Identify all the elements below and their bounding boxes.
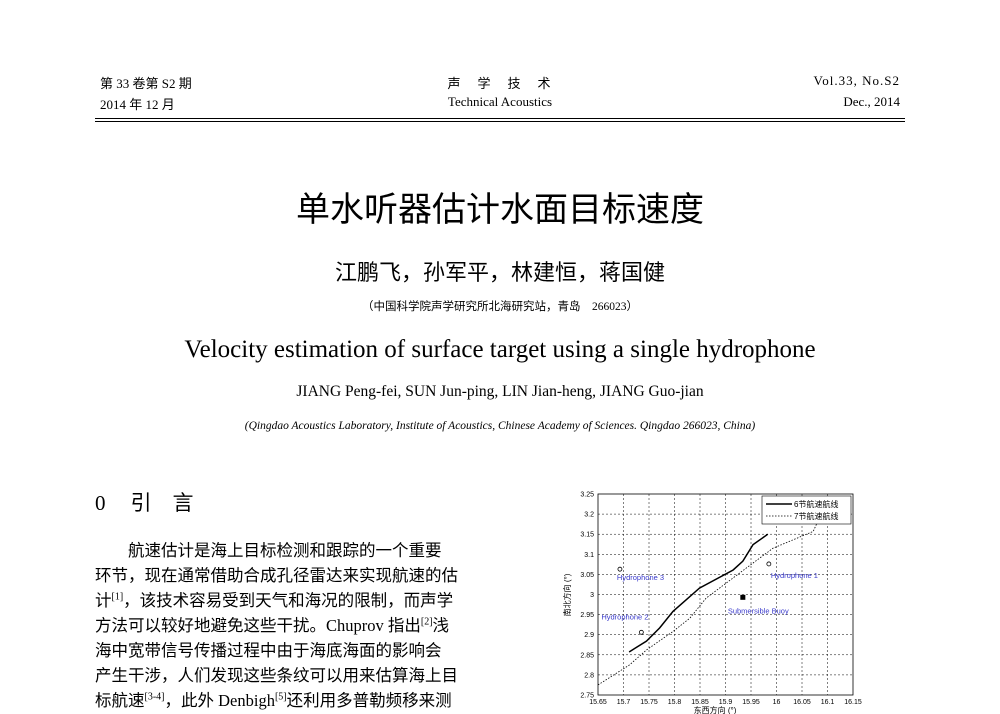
trajectory-chart: 15.65 15.7 15.75 15.8 15.85 15.9 15.95 16 16.05 1… <box>562 492 862 714</box>
title-en: Velocity estimation of surface target us… <box>184 336 816 363</box>
journal-name-cn: 声 学 技 术 <box>447 76 553 91</box>
x-tick-label: 16.05 <box>793 699 811 706</box>
point-label: Submersible Buoy <box>728 606 789 615</box>
hydrophone-marker <box>766 561 772 567</box>
authors-en: JIANG Peng-fei, SUN Jun-ping, LIN Jian-h… <box>296 383 704 400</box>
legend-label: 6节航速航线 <box>794 499 838 509</box>
header-rule-thin <box>95 121 905 122</box>
x-tick-label: 15.95 <box>742 699 760 706</box>
y-tick-label: 3.25 <box>580 492 594 499</box>
authors-cn: 江鹏飞，孙军平，林建恒，蒋国健 <box>334 260 665 285</box>
x-tick-label: 15.65 <box>589 699 607 706</box>
journal-volume-en: Vol.33, No.S2 <box>813 73 900 88</box>
y-tick-label: 2.9 <box>584 632 594 639</box>
body-text: 航速估计是海上目标检测和跟踪的一个重要 环节，现在通常借助合成孔径雷达来实现航速… <box>95 538 487 713</box>
header-rule <box>95 118 905 119</box>
y-tick-label: 3.05 <box>580 572 594 579</box>
point-label: Hydrophone 3 <box>617 573 664 582</box>
title-cn: 单水听器估计水面目标速度 <box>296 190 704 230</box>
affiliation-cn: （中国科学院声学研究所北海研究站，青岛 266023） <box>362 301 638 313</box>
x-tick-label: 15.75 <box>640 699 658 706</box>
x-tick-label: 16 <box>773 699 781 706</box>
buoy-marker <box>740 594 746 600</box>
x-tick-label: 15.8 <box>668 699 682 706</box>
x-tick-label: 15.7 <box>617 699 631 706</box>
body-line: 环节，现在通常借助合成孔径雷达来实现航速的估 <box>95 566 458 585</box>
y-tick-label: 2.8 <box>584 672 594 679</box>
journal-date-en: Dec., 2014 <box>843 94 900 109</box>
section-heading: 0 引 言 <box>95 487 194 517</box>
body-line: 航速估计是海上目标检测和跟踪的一个重要 <box>95 541 442 560</box>
plot-frame <box>597 493 854 696</box>
x-axis-label: 东西方向 (°) <box>694 705 737 714</box>
body-line: 产生干涉，人们发现这些条纹可以用来估算海上目 <box>95 666 458 685</box>
legend: 6节航速航线 7节航速航线 <box>761 495 852 525</box>
body-line: 海中宽带信号传播过程中由于海底海面的影响会 <box>95 641 442 660</box>
hydrophone-marker <box>617 566 623 572</box>
body-line: 计[1]，该技术容易受到天气和海况的限制，而声学 <box>95 591 454 610</box>
y-tick-label: 3.15 <box>580 532 594 539</box>
y-tick-label: 3 <box>590 592 594 599</box>
x-tick-label: 16.15 <box>844 699 862 706</box>
y-axis-label: 南北方向 (°) <box>562 573 572 616</box>
affiliation-en: (Qingdao Acoustics Laboratory, Institute… <box>244 420 756 432</box>
y-tick-label: 2.85 <box>580 652 594 659</box>
journal-name-en: Technical Acoustics <box>447 94 553 109</box>
point-label: Hydrophone 1 <box>771 571 818 580</box>
y-tick-label: 3.1 <box>584 552 594 559</box>
y-tick-label: 2.75 <box>580 693 594 700</box>
section-title: 引 言 <box>130 491 194 515</box>
x-tick-label: 16.1 <box>821 699 835 706</box>
journal-date: 2014 年 12 月 <box>100 97 175 112</box>
y-tick-label: 3.2 <box>584 512 594 519</box>
journal-volume: 第 33 卷第 S2 期 <box>100 76 192 91</box>
body-line: 标航速[3-4]，此外 Denbigh[5]还利用多普勒频移来测 <box>95 691 452 710</box>
series-line-7-knots <box>597 521 819 686</box>
x-tick-label: 15.85 <box>691 699 709 706</box>
y-tick-label: 2.95 <box>580 612 594 619</box>
section-number: 0 <box>95 491 106 515</box>
x-tick-label: 15.9 <box>719 699 733 706</box>
body-line: 方法可以较好地避免这些干扰。Chuprov 指出[2]浅 <box>95 616 450 635</box>
legend-label: 7节航速航线 <box>794 511 838 521</box>
series-line-6-knots <box>628 533 769 653</box>
point-label: Hydrophone 2 <box>601 612 648 621</box>
hydrophone-marker <box>638 629 644 635</box>
